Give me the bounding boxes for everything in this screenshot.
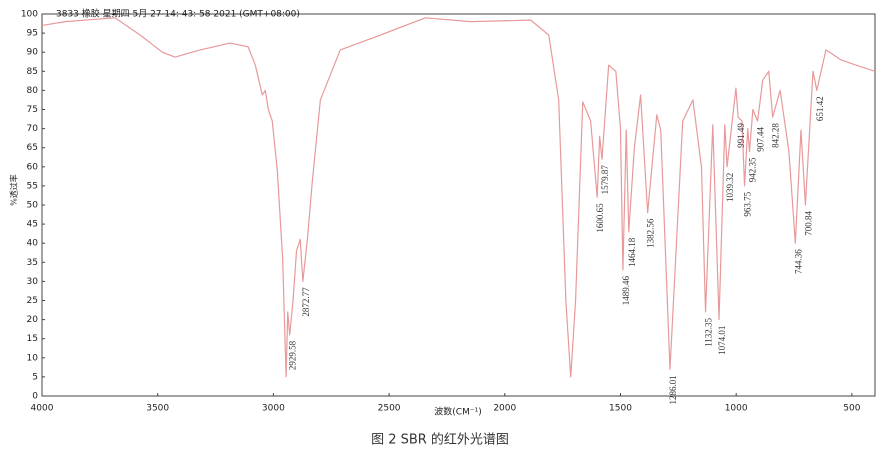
x-tick-label: 1000 bbox=[725, 404, 748, 414]
peak-label: 1286.01 bbox=[668, 375, 678, 404]
y-tick-label: 45 bbox=[27, 220, 38, 230]
peak-label: 1579.87 bbox=[600, 165, 610, 195]
peak-label: 907.44 bbox=[756, 126, 766, 151]
y-tick-label: 40 bbox=[27, 239, 39, 249]
y-tick-label: 20 bbox=[27, 315, 39, 325]
y-tick-label: 100 bbox=[21, 10, 38, 20]
x-tick-label: 2500 bbox=[378, 404, 401, 414]
peak-label: 842.28 bbox=[771, 123, 781, 148]
y-tick-label: 50 bbox=[27, 201, 39, 211]
y-tick-label: 90 bbox=[27, 48, 39, 58]
peak-label: 963.75 bbox=[743, 191, 753, 216]
peak-label: 2929.58 bbox=[288, 340, 298, 370]
y-axis-label: %透过率 bbox=[9, 174, 19, 206]
x-tick-label: 4000 bbox=[31, 404, 54, 414]
y-tick-label: 95 bbox=[27, 29, 38, 39]
peak-label: 1039.32 bbox=[725, 173, 735, 202]
y-tick-label: 25 bbox=[27, 296, 38, 306]
peak-label: 1489.46 bbox=[621, 275, 631, 305]
header: 3833 橡胶 星期四 5月 27 14: 43: 58 2021 (GMT+0… bbox=[56, 8, 300, 20]
peak-label: 1132.35 bbox=[704, 317, 714, 346]
y-tick-label: 0 bbox=[32, 392, 38, 402]
x-tick-label: 2000 bbox=[493, 404, 516, 414]
y-tick-label: 5 bbox=[32, 372, 38, 382]
peak-label: 942.35 bbox=[748, 157, 758, 182]
y-tick-label: 10 bbox=[27, 353, 39, 363]
peak-label: 1382.56 bbox=[646, 218, 656, 248]
peak-label: 1074.01 bbox=[717, 326, 727, 355]
spectrum-line bbox=[41, 17, 876, 378]
peak-label: 1464.18 bbox=[627, 237, 637, 267]
y-tick-label: 60 bbox=[27, 162, 39, 172]
peak-label: 2872.77 bbox=[301, 287, 311, 317]
peak-label: 651.42 bbox=[815, 96, 825, 121]
peak-label: 1600.65 bbox=[595, 203, 605, 233]
y-tick-label: 55 bbox=[27, 181, 38, 191]
y-tick-label: 75 bbox=[27, 105, 38, 115]
caption: 图 2 SBR 的红外光谱图 bbox=[371, 432, 509, 448]
x-tick-label: 3500 bbox=[146, 404, 169, 414]
y-tick-label: 80 bbox=[27, 86, 39, 96]
y-tick-label: 85 bbox=[27, 67, 38, 77]
x-axis-label: 波数(CM⁻¹) bbox=[434, 406, 481, 418]
peak-label: 700.84 bbox=[803, 211, 813, 236]
peak-label: 991.49 bbox=[736, 123, 746, 148]
y-tick-label: 70 bbox=[27, 124, 39, 134]
x-tick-label: 500 bbox=[843, 404, 860, 414]
y-tick-label: 65 bbox=[27, 143, 38, 153]
peak-label: 744.36 bbox=[793, 249, 803, 274]
x-tick-label: 1500 bbox=[609, 404, 632, 414]
y-tick-label: 35 bbox=[27, 258, 38, 268]
y-tick-label: 15 bbox=[27, 334, 38, 344]
y-tick-label: 30 bbox=[27, 277, 39, 287]
x-tick-label: 3000 bbox=[262, 404, 285, 414]
